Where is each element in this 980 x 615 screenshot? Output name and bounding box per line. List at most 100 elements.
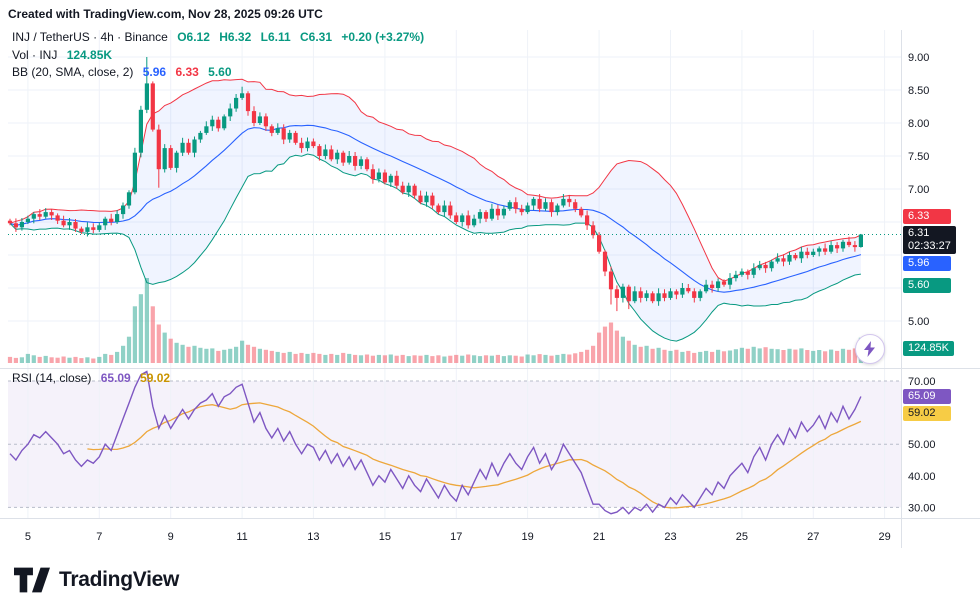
boost-button[interactable] [855, 334, 885, 364]
volume-bar [537, 354, 542, 363]
candle-body [638, 291, 643, 298]
rsi-axis-label: 70.00 [908, 376, 936, 388]
symbol-title[interactable]: INJ / TetherUS · 4h · Binance [12, 30, 168, 44]
volume-bar [281, 352, 286, 363]
candle-body [156, 129, 161, 170]
candle-body [49, 212, 54, 216]
bollinger-legend[interactable]: BB (20, SMA, close, 2) 5.96 6.33 5.60 [12, 65, 238, 79]
last-price-badge: 6.31 02:33:27 [903, 226, 956, 254]
candle-body [121, 205, 126, 215]
candle-body [335, 152, 340, 160]
x-axis-label: 7 [96, 531, 102, 543]
volume-bar [573, 353, 578, 363]
x-axis-label: 27 [807, 531, 819, 543]
volume-bar [412, 355, 417, 363]
volume-bar [531, 355, 536, 363]
candle-body [19, 222, 24, 228]
rsi-label: RSI (14, close) [12, 371, 92, 385]
price-change: +0.20 (+3.27%) [341, 30, 425, 44]
volume-bar [549, 355, 554, 363]
candle-countdown: 02:33:27 [908, 240, 951, 252]
candle-body [192, 139, 197, 153]
volume-bar [370, 355, 375, 363]
candle-body [287, 132, 292, 140]
price-axis-label: 8.50 [908, 85, 929, 97]
volume-bar [251, 346, 257, 363]
volume-bar [602, 326, 608, 363]
candle-body [454, 215, 459, 222]
volume-bar [817, 350, 822, 363]
candle-body [126, 192, 132, 206]
volume-bar [745, 348, 750, 363]
candle-body [275, 128, 280, 133]
volume-bar [739, 347, 744, 363]
candle-body [757, 264, 762, 269]
volume-bar [138, 294, 143, 363]
volume-bar [222, 349, 227, 363]
volume-bar [799, 348, 804, 363]
volume-bar [37, 356, 42, 363]
candle-body [501, 208, 506, 216]
candle-body [7, 220, 13, 224]
candle-body [507, 202, 512, 209]
volume-bar [347, 353, 352, 363]
bollinger-basis-line [9, 124, 862, 293]
candle-body [245, 93, 251, 112]
volume-bar [168, 338, 173, 363]
rsi-legend[interactable]: RSI (14, close) 65.09 59.02 [12, 371, 176, 385]
volume-bar [341, 352, 346, 363]
volume-bar [644, 345, 649, 363]
candle-body [228, 108, 233, 117]
symbol-legend[interactable]: INJ / TetherUS · 4h · Binance O6.12 H6.3… [12, 30, 430, 44]
candle-body [835, 245, 840, 249]
volume-bar [442, 356, 447, 363]
volume-bar [210, 348, 215, 363]
candle-body [376, 172, 381, 180]
volume-bar [418, 355, 423, 363]
x-axis-label: 15 [379, 531, 391, 543]
candle-body [650, 293, 655, 302]
tradingview-logo-text: TradingView [59, 568, 180, 591]
volume-bar [79, 358, 84, 363]
volume-bar [626, 340, 631, 363]
volume-bar [483, 355, 489, 363]
candle-body [281, 128, 286, 140]
candle-body [567, 198, 572, 203]
volume-bar [67, 357, 72, 363]
candle-body [162, 148, 167, 170]
ohlc-open: O6.12 [177, 30, 210, 44]
candle-body [341, 152, 346, 163]
volume-bar [567, 354, 572, 363]
rsi-ma-line [87, 402, 862, 509]
candle-body [103, 218, 108, 226]
volume-bar [245, 344, 251, 363]
candle-body [686, 288, 691, 292]
candle-body [317, 146, 322, 156]
volume-bar [561, 353, 566, 363]
volume-bar [234, 346, 239, 363]
volume-bar [507, 355, 512, 363]
ohlc-high: H6.32 [219, 30, 252, 44]
candle-body [710, 284, 715, 288]
tradingview-logo[interactable]: TradingView [14, 567, 179, 593]
volume-bar [454, 354, 459, 363]
volume-badge: 124.85K [903, 341, 954, 356]
x-axis-label: 11 [236, 531, 247, 543]
candle-body [430, 195, 435, 206]
x-axis-label: 9 [168, 531, 174, 543]
candle-body [240, 93, 245, 98]
candle-body [721, 281, 727, 285]
rsi-value: 65.09 [100, 371, 131, 385]
volume-bar [591, 345, 596, 363]
candle-body [537, 198, 542, 209]
volume-bar [608, 322, 614, 363]
candle-body [561, 198, 566, 206]
volume-bar [632, 344, 637, 363]
volume-bar [597, 332, 602, 363]
volume-bar [174, 342, 179, 363]
candle-body [144, 83, 149, 110]
volume-legend[interactable]: Vol · INJ 124.85K [12, 48, 118, 62]
x-axis-label: 29 [878, 531, 890, 543]
volume-bar [650, 348, 655, 363]
